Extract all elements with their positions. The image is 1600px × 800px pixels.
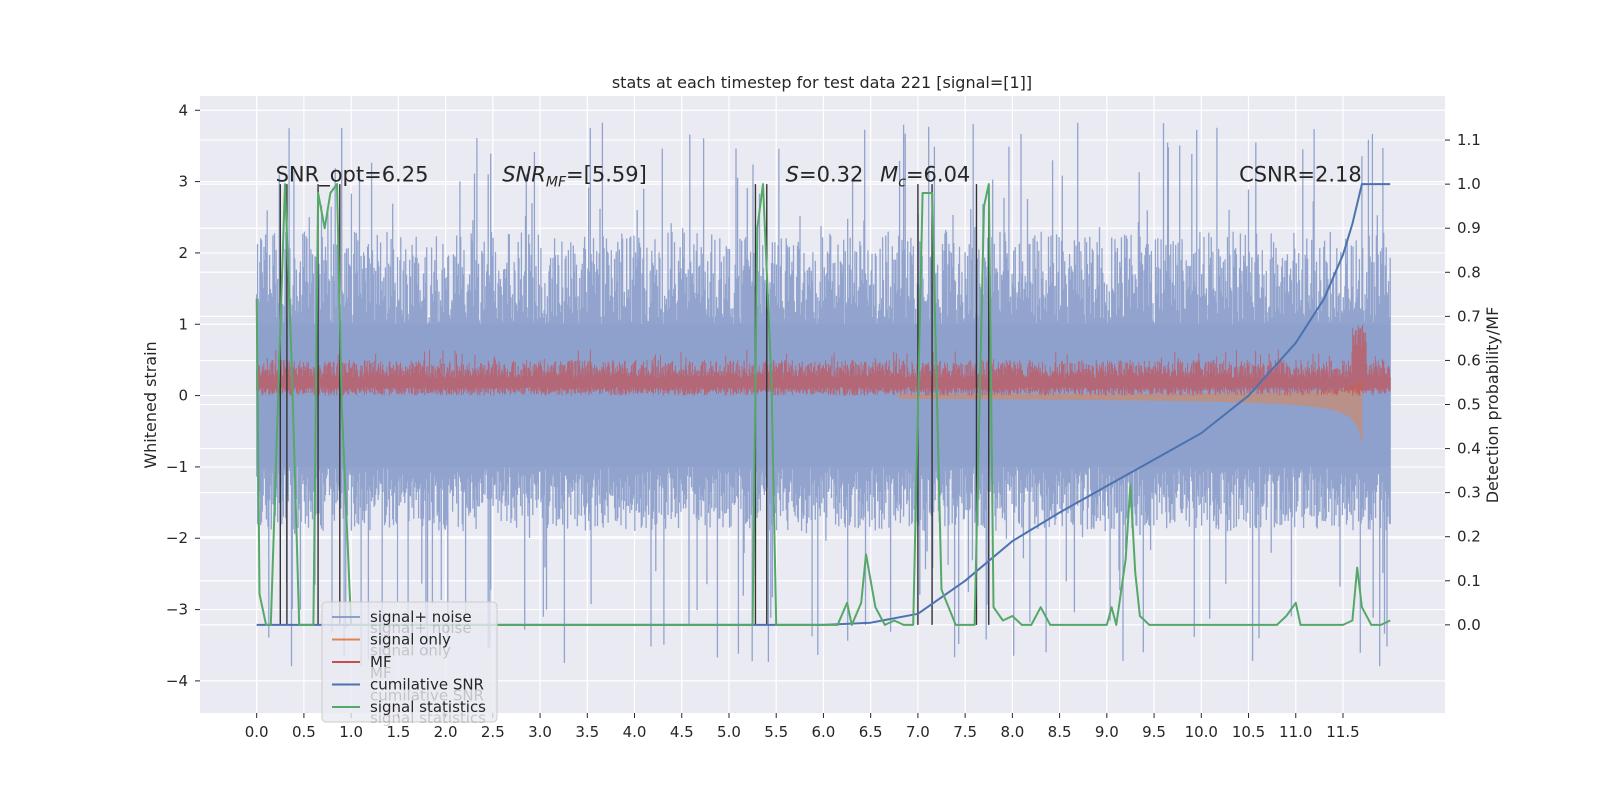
- x-tick-label: 5.0: [717, 723, 741, 741]
- y-tick-label: −1: [166, 458, 188, 476]
- x-tick-label: 10.0: [1185, 723, 1218, 741]
- y-axis-title: Whitened strain: [141, 341, 160, 468]
- y-right-tick-label: 0.0: [1457, 616, 1481, 634]
- x-tick-label: 11.0: [1279, 723, 1312, 741]
- x-tick-label: 3.5: [575, 723, 599, 741]
- legend-ghost-label: signal+ noise: [370, 619, 472, 637]
- y-right-tick-label: 1.1: [1457, 131, 1481, 149]
- y-right-tick-label: 0.4: [1457, 440, 1481, 458]
- x-tick-label: 11.5: [1326, 723, 1359, 741]
- x-tick-label: 6.5: [859, 723, 883, 741]
- x-tick-label: 0.0: [245, 723, 269, 741]
- x-tick-label: 2.0: [434, 723, 458, 741]
- x-tick-label: 10.5: [1232, 723, 1265, 741]
- x-tick-label: 1.0: [339, 723, 363, 741]
- y-right-tick-label: 0.1: [1457, 572, 1481, 590]
- x-tick-label: 9.0: [1095, 723, 1119, 741]
- y-right-tick-label: 1.0: [1457, 175, 1481, 193]
- x-tick-label: 7.0: [906, 723, 930, 741]
- axis-ticks: 0.0 0.5 1.0 1.5 2.0 2.5 3.0 3.5 4.0 4.5 5.0 5.5 6.0 6…: [166, 101, 1481, 741]
- y-tick-label: 0: [178, 387, 188, 405]
- x-tick-label: 8.5: [1048, 723, 1072, 741]
- y-tick-label: 4: [178, 101, 188, 119]
- legend-ghost-label: MF: [370, 664, 392, 682]
- series-cumulative-snr: [256, 183, 1391, 626]
- annotation-label: CSNR=2.18: [1239, 163, 1362, 187]
- legend-label: MF: [370, 653, 392, 671]
- legend-ghost-label: signal only: [370, 642, 451, 660]
- x-tick-label: 4.0: [623, 723, 647, 741]
- y-tick-label: 2: [178, 244, 188, 262]
- x-tick-label: 9.5: [1142, 723, 1166, 741]
- signal-statistics-line: [255, 183, 1391, 626]
- annotation-label: S=0.32: [786, 163, 864, 187]
- x-tick-label: 4.5: [670, 723, 694, 741]
- x-tick-label: 2.5: [481, 723, 505, 741]
- legend-box: [321, 601, 498, 723]
- y-tick-label: 3: [178, 173, 188, 191]
- legend-ghost-label: cumilative SNR: [370, 687, 484, 705]
- legend-ghost-label: signal statistics: [370, 709, 486, 727]
- y-tick-label: −2: [166, 529, 188, 547]
- x-tick-label: 3.0: [528, 723, 552, 741]
- y-right-tick-label: 0.6: [1457, 351, 1481, 369]
- annotation-label: SNR_opt=6.25: [276, 163, 429, 188]
- cumulative-snr-line: [256, 183, 1391, 626]
- legend-label: cumilative SNR: [370, 676, 484, 694]
- series-signal-statistics: [255, 183, 1391, 626]
- legend-label: signal+ noise: [370, 608, 472, 626]
- series-signal-only: [898, 377, 1363, 442]
- y-right-axis-title: Detection probability/MF: [1483, 307, 1502, 504]
- x-tick-label: 0.5: [292, 723, 316, 741]
- y-right-tick-label: 0.8: [1457, 263, 1481, 281]
- y-tick-label: −4: [166, 672, 188, 690]
- legend-label: signal only: [370, 631, 451, 649]
- signal-only-trace: [898, 377, 1363, 442]
- x-tick-label: 6.0: [812, 723, 836, 741]
- y-right-tick-label: 0.9: [1457, 219, 1481, 237]
- y-right-tick-label: 0.7: [1457, 307, 1481, 325]
- x-tick-label: 7.5: [953, 723, 977, 741]
- x-tick-label: 1.5: [386, 723, 410, 741]
- y-tick-label: 1: [178, 315, 188, 333]
- y-tick-label: −3: [166, 601, 188, 619]
- y-right-tick-label: 0.2: [1457, 528, 1481, 546]
- chart-title: stats at each timestep for test data 221…: [612, 73, 1032, 92]
- annotation-label: Mc=6.04: [880, 163, 970, 191]
- x-tick-label: 8.0: [1000, 723, 1024, 741]
- y-right-tick-label: 0.3: [1457, 484, 1481, 502]
- annotation-label: SNRMF=[5.59]: [502, 163, 647, 191]
- legend-label: signal statistics: [370, 698, 486, 716]
- y-right-tick-label: 0.5: [1457, 396, 1481, 414]
- x-tick-label: 5.5: [764, 723, 788, 741]
- annotations: SNR_opt=6.25 SNRMF=[5.59] S=0.32 Mc=6.04 CSN…: [276, 163, 1362, 191]
